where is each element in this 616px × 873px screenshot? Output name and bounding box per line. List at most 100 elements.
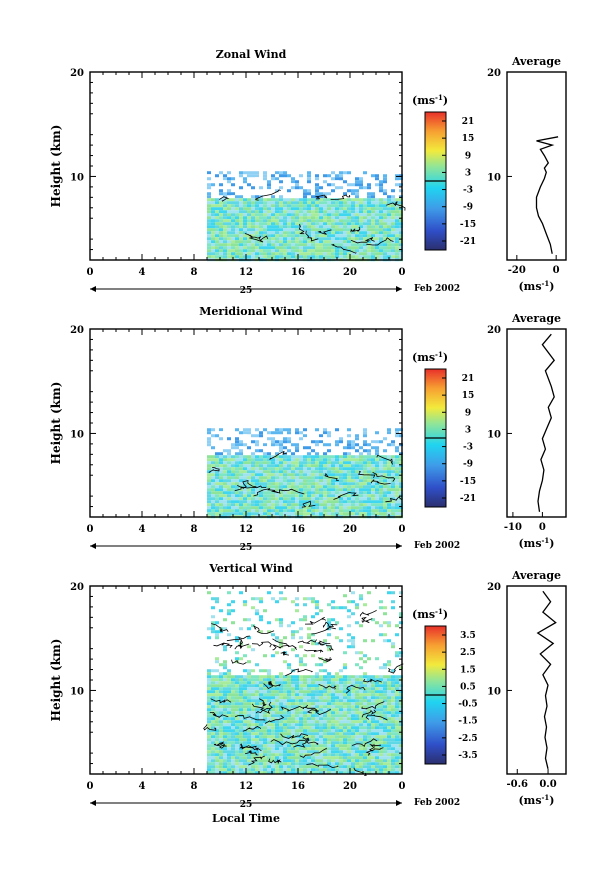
heatmap-cell — [271, 470, 275, 474]
heatmap-cell — [355, 681, 359, 685]
heatmap-cell — [315, 729, 319, 733]
heatmap-cell — [391, 231, 395, 235]
heatmap-cell — [263, 174, 267, 178]
heatmap-cell — [231, 675, 235, 679]
heatmap-cell — [363, 771, 367, 775]
heatmap-cell — [343, 744, 347, 748]
heatmap-cell — [379, 732, 383, 736]
heatmap-cell — [391, 198, 395, 202]
heatmap-cell — [275, 237, 279, 241]
heatmap-cell — [215, 597, 219, 601]
heatmap-cell — [227, 246, 231, 250]
avg-y-tick-label: 20 — [487, 582, 501, 593]
heatmap-cell — [287, 762, 291, 766]
heatmap-cell — [383, 195, 387, 199]
heatmap-cell — [251, 192, 255, 196]
heatmap-cell — [315, 687, 319, 691]
heatmap-cell — [371, 476, 375, 480]
heatmap-cell — [283, 759, 287, 763]
heatmap-cell — [343, 714, 347, 718]
heatmap-cell — [263, 213, 267, 217]
heatmap-cell — [267, 428, 271, 432]
heatmap-cell — [311, 687, 315, 691]
heatmap-cell — [279, 234, 283, 238]
heatmap-cell — [363, 428, 367, 432]
heatmap-cell — [207, 512, 211, 516]
heatmap-cell — [303, 711, 307, 715]
heatmap-cell — [223, 207, 227, 211]
heatmap-cell — [275, 741, 279, 745]
heatmap-cell — [267, 180, 271, 184]
heatmap-cell — [251, 723, 255, 727]
heatmap-cell — [295, 491, 299, 495]
heatmap-cell — [323, 458, 327, 462]
heatmap-cell — [339, 479, 343, 483]
heatmap-cell — [231, 678, 235, 682]
heatmap-cell — [263, 732, 267, 736]
heatmap-cell — [311, 765, 315, 769]
heatmap-cell — [331, 461, 335, 465]
contour-line — [219, 196, 230, 202]
heatmap-cell — [323, 237, 327, 241]
heatmap-cell — [247, 675, 251, 679]
heatmap-cell — [331, 687, 335, 691]
heatmap-cell — [207, 171, 211, 175]
heatmap-cell — [239, 732, 243, 736]
heatmap-cell — [227, 231, 231, 235]
heatmap-cell — [343, 213, 347, 217]
heatmap-cell — [215, 762, 219, 766]
heatmap-cell — [271, 708, 275, 712]
heatmap-cell — [283, 732, 287, 736]
heatmap-cell — [363, 488, 367, 492]
colorbar-tick-label: -21 — [460, 494, 476, 504]
heatmap-cell — [287, 699, 291, 703]
heatmap-cell — [247, 503, 251, 507]
heatmap-cell — [375, 714, 379, 718]
heatmap-cell — [275, 512, 279, 516]
heatmap-cell — [295, 467, 299, 471]
heatmap-cell — [255, 512, 259, 516]
heatmap-cell — [247, 213, 251, 217]
heatmap-cell — [323, 234, 327, 238]
heatmap-cell — [271, 249, 275, 253]
heatmap-cell — [391, 467, 395, 471]
heatmap-cell — [359, 678, 363, 682]
heatmap-cell — [391, 237, 395, 241]
heatmap-cell — [283, 440, 287, 444]
heatmap-cell — [375, 705, 379, 709]
heatmap-cell — [379, 231, 383, 235]
heatmap-cell — [295, 723, 299, 727]
heatmap-cell — [307, 488, 311, 492]
heatmap-cell — [275, 213, 279, 217]
heatmap-cell — [263, 198, 267, 202]
heatmap-cell — [251, 434, 255, 438]
heatmap-cell — [383, 723, 387, 727]
heatmap-cell — [359, 195, 363, 199]
heatmap-cell — [379, 768, 383, 772]
heatmap-cell — [307, 744, 311, 748]
heatmap-cell — [323, 174, 327, 178]
x-tick-label: 16 — [291, 781, 305, 792]
heatmap-cell — [251, 225, 255, 229]
heatmap-cell — [255, 213, 259, 217]
heatmap-cell — [391, 458, 395, 462]
heatmap-cell — [335, 473, 339, 477]
heatmap-cell — [291, 756, 295, 760]
heatmap-cell — [391, 723, 395, 727]
contour-line — [203, 724, 217, 731]
heatmap-cell — [347, 693, 351, 697]
heatmap-cell — [243, 246, 247, 250]
heatmap-cell — [223, 225, 227, 229]
heatmap-cell — [379, 699, 383, 703]
heatmap-cell — [371, 225, 375, 229]
heatmap-cell — [347, 467, 351, 471]
heatmap-cell — [347, 213, 351, 217]
heatmap-cell — [231, 753, 235, 757]
heatmap-cell — [215, 705, 219, 709]
heatmap-cell — [239, 446, 243, 450]
heatmap-cell — [335, 464, 339, 468]
heatmap-cell — [259, 618, 263, 622]
heatmap-cell — [295, 750, 299, 754]
heatmap-cell — [319, 225, 323, 229]
heatmap-cell — [231, 455, 235, 459]
